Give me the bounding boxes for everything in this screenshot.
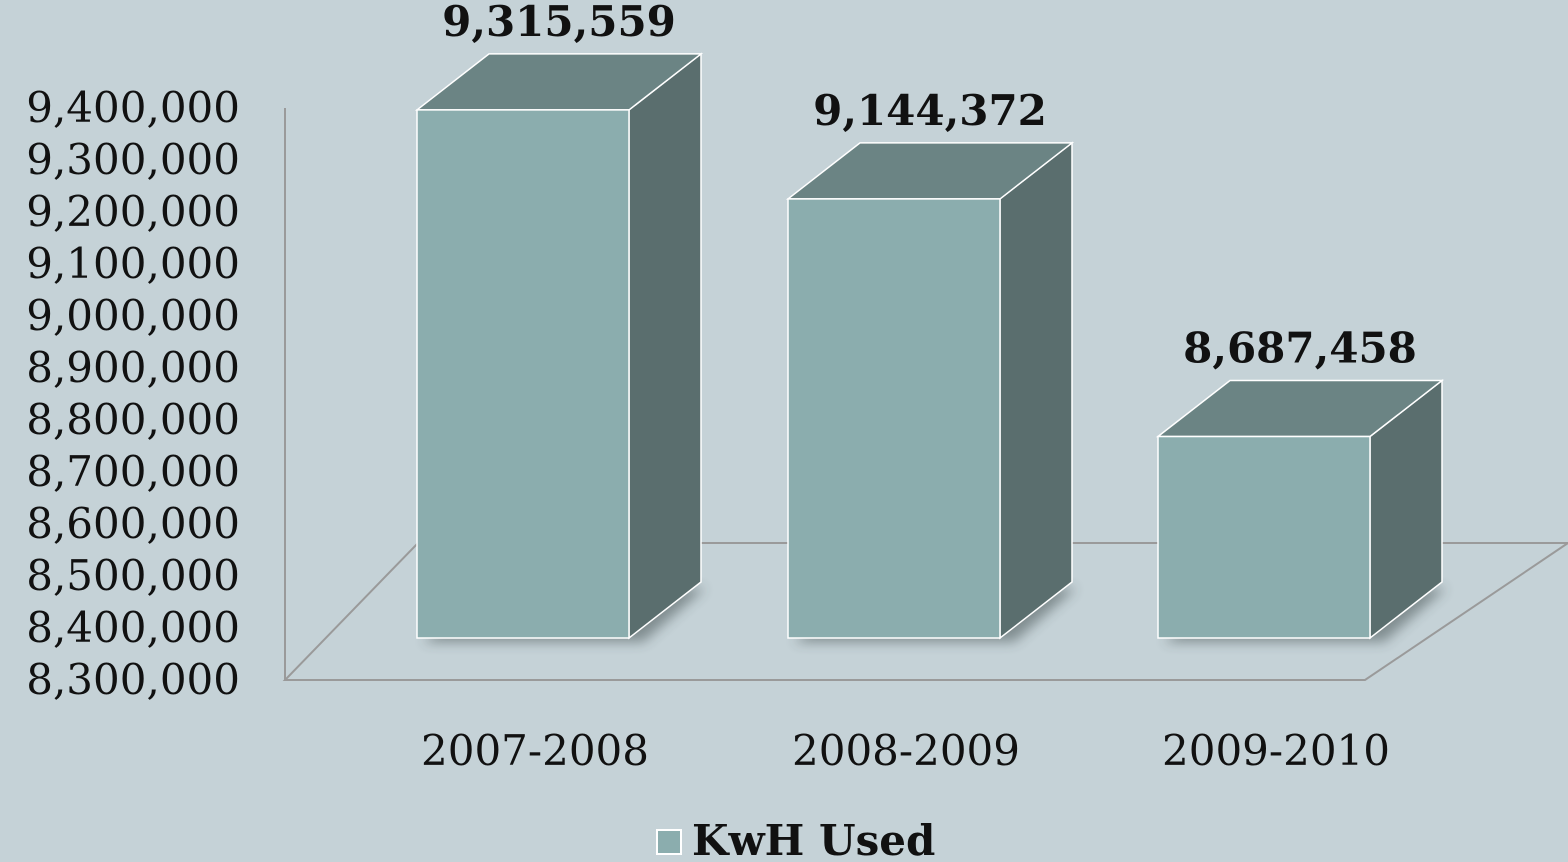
y-tick-label: 8,500,000 [26,551,240,600]
bar-side [628,52,702,640]
legend-label: KwH Used [692,816,935,862]
y-axis-ticks: 8,300,0008,400,0008,500,0008,600,0008,70… [26,83,240,704]
x-tick-label: 2009-2010 [1162,726,1390,775]
legend-swatch [656,829,682,855]
data-label: 9,144,372 [813,86,1047,135]
bars-group [414,52,1446,642]
category-labels-group: 2007-2008 2008-2009 2009-2010 [421,726,1390,775]
y-tick-label: 9,000,000 [26,291,240,340]
y-tick-label: 8,800,000 [26,395,240,444]
x-tick-label: 2007-2008 [421,726,649,775]
y-tick-label: 8,700,000 [26,447,240,496]
bar [1157,435,1371,639]
y-tick-label: 8,400,000 [26,603,240,652]
x-tick-label: 2008-2009 [792,726,1020,775]
bar-side [999,141,1073,640]
y-tick-label: 9,400,000 [26,83,240,132]
y-tick-label: 9,100,000 [26,239,240,288]
y-tick-label: 9,300,000 [26,135,240,184]
bar [416,109,630,639]
data-label: 9,315,559 [442,0,676,46]
y-tick-label: 8,600,000 [26,499,240,548]
floor-plane [282,542,1568,681]
legend: KwH Used [656,816,935,862]
data-label: 8,687,458 [1183,324,1417,373]
y-tick-label: 9,200,000 [26,187,240,236]
bar [787,198,1001,639]
y-tick-label: 8,300,000 [26,655,240,704]
y-tick-label: 8,900,000 [26,343,240,392]
chart-floor [282,108,1568,681]
value-labels-group: 9,315,559 9,144,372 8,687,458 [442,0,1417,373]
